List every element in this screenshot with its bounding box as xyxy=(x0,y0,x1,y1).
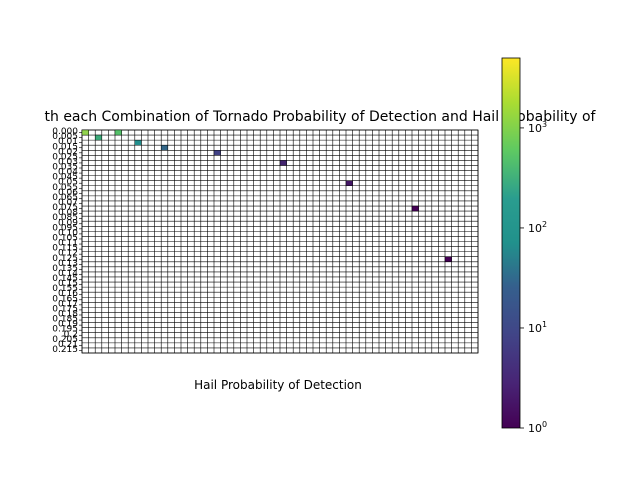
chart-title: th each Combination of Tornado Probabili… xyxy=(45,109,597,125)
y-tick-label: 0.19 xyxy=(58,320,78,330)
y-tick-label: 0.165 xyxy=(52,294,78,304)
y-tick-label: 0.17 xyxy=(58,299,78,309)
y-tick-label: 0.185 xyxy=(52,315,78,325)
heatmap-cells xyxy=(81,129,452,262)
colorbar-tick-label: 100 xyxy=(528,420,547,435)
y-tick-label: 0.03 xyxy=(58,157,78,167)
colorbar-ticks: 100 101 102 103 xyxy=(520,120,547,435)
heatmap-cell xyxy=(213,150,221,156)
y-tick-label: 0.195 xyxy=(52,325,78,335)
y-tick-label: 0.095 xyxy=(52,223,78,233)
y-tick-label: 0.01 xyxy=(58,137,78,147)
y-tick-label: 0.025 xyxy=(52,152,78,162)
y-tick-label: 0.16 xyxy=(58,289,78,299)
heatmap-cell xyxy=(114,129,122,136)
heatmap-cell xyxy=(411,205,419,212)
x-axis-label: Hail Probability of Detection xyxy=(194,378,362,392)
y-tick-label: 0.13 xyxy=(58,259,78,269)
y-tick-label: 0.065 xyxy=(52,193,78,203)
y-tick-labels: 0.0000.0050.010.0150.020.0250.030.0350.0… xyxy=(52,127,82,355)
y-tick-label: 0.155 xyxy=(52,284,78,294)
y-tick-label: 0.10 xyxy=(58,228,78,238)
heatmap-cell xyxy=(279,160,287,166)
y-tick-label: 0.115 xyxy=(52,244,78,254)
y-tick-label: 0.05 xyxy=(58,178,78,188)
colorbar-tick-label: 101 xyxy=(528,320,547,335)
y-tick-label: 0.07 xyxy=(58,198,78,208)
y-tick-label: 0.09 xyxy=(58,218,78,228)
heatmap-cell xyxy=(94,134,102,141)
y-tick-label: 0.18 xyxy=(58,310,78,320)
y-tick-label: 0.02 xyxy=(58,147,78,157)
y-tick-label: 0.035 xyxy=(52,163,78,173)
y-tick-label: 0.125 xyxy=(52,254,78,264)
y-tick-label: 0.145 xyxy=(52,274,78,284)
y-tick-label: 0.015 xyxy=(52,142,78,152)
y-tick-label: 0.11 xyxy=(58,239,78,249)
y-tick-label: 0.105 xyxy=(52,233,78,243)
y-tick-label: 0.045 xyxy=(52,173,78,183)
y-tick-label: 0.14 xyxy=(58,269,78,279)
y-tick-label: 0.21 xyxy=(58,340,78,350)
y-tick-label: 0.135 xyxy=(52,264,78,274)
heatmap-cell xyxy=(444,256,452,262)
y-tick-label: 0.000 xyxy=(52,127,78,137)
colorbar-tick-label: 102 xyxy=(528,220,547,235)
y-tick-label: 0.12 xyxy=(58,249,78,259)
y-tick-label: 0.2 xyxy=(64,330,78,340)
y-tick-label: 0.175 xyxy=(52,304,78,314)
y-tick-label: 0.15 xyxy=(58,279,78,289)
y-tick-label: 0.215 xyxy=(52,345,78,355)
heatmap-cell xyxy=(160,145,168,151)
y-tick-label: 0.08 xyxy=(58,208,78,218)
y-tick-label: 0.085 xyxy=(52,213,78,223)
y-tick-label: 0.06 xyxy=(58,188,78,198)
colorbar xyxy=(501,57,521,429)
y-tick-label: 0.055 xyxy=(52,183,78,193)
heatmap-cell xyxy=(345,180,353,186)
colorbar-tick-label: 103 xyxy=(528,120,547,135)
heatmap-cell xyxy=(134,139,142,146)
y-tick-label: 0.04 xyxy=(58,168,78,178)
y-tick-label: 0.075 xyxy=(52,203,78,213)
y-tick-label: 0.205 xyxy=(52,335,78,345)
heatmap-cell xyxy=(81,129,89,136)
y-tick-label: 0.005 xyxy=(52,132,78,142)
